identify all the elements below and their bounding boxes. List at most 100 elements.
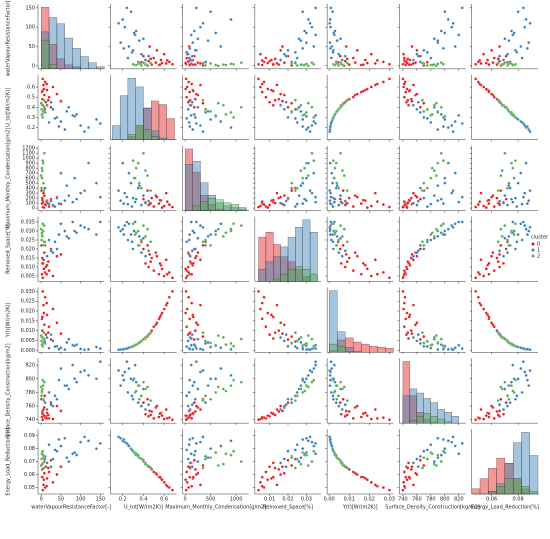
scatter-point bbox=[340, 169, 344, 173]
scatter-point bbox=[295, 107, 299, 111]
scatter-point bbox=[40, 475, 44, 479]
scatter-point bbox=[508, 401, 512, 405]
scatter-point bbox=[365, 61, 369, 65]
scatter-point bbox=[131, 344, 135, 348]
scatter-point bbox=[446, 161, 450, 165]
histogram-bar bbox=[329, 343, 338, 353]
scatter-point bbox=[299, 109, 303, 113]
scatter-point bbox=[40, 89, 44, 93]
y-tick-label: 0.6 bbox=[27, 85, 35, 91]
scatter-point bbox=[314, 347, 318, 351]
scatter-point bbox=[487, 412, 491, 416]
scatter-point bbox=[203, 339, 208, 343]
x-tick-label: 800 bbox=[440, 497, 450, 503]
scatter-point bbox=[381, 416, 385, 420]
scatter-point bbox=[266, 311, 270, 315]
scatter-point bbox=[436, 184, 440, 188]
scatter-point bbox=[432, 335, 436, 339]
scatter-point bbox=[491, 251, 495, 255]
histogram-bar bbox=[437, 418, 445, 424]
scatter-point bbox=[411, 201, 415, 205]
scatter-point bbox=[441, 233, 445, 237]
scatter-point bbox=[282, 52, 286, 56]
scatter-point bbox=[189, 220, 193, 224]
x-tick-label: 0.03 bbox=[384, 497, 395, 503]
scatter-point bbox=[299, 169, 303, 173]
scatter-point bbox=[260, 58, 264, 62]
scatter-point bbox=[460, 347, 464, 351]
histogram-bar bbox=[127, 77, 136, 140]
scatter-point bbox=[57, 347, 61, 351]
scatter-point bbox=[59, 99, 63, 103]
scatter-point bbox=[422, 48, 426, 52]
scatter-point bbox=[134, 63, 138, 67]
scatter-point bbox=[436, 453, 440, 457]
scatter-point bbox=[219, 44, 223, 48]
scatter-point bbox=[191, 63, 195, 67]
scatter-point bbox=[434, 463, 438, 467]
scatter-point bbox=[496, 61, 500, 65]
scatter-point bbox=[345, 399, 349, 403]
x-axis-label: Maximum_Monthly_Condensation[g/m2] bbox=[165, 505, 266, 511]
scatter-point bbox=[420, 331, 424, 335]
scatter-point bbox=[511, 200, 515, 204]
scatter-point bbox=[484, 206, 488, 210]
scatter-point bbox=[487, 315, 491, 319]
histogram-bar bbox=[119, 95, 129, 140]
scatter-point bbox=[528, 189, 532, 193]
scatter-point bbox=[361, 261, 365, 265]
scatter-point bbox=[331, 181, 335, 185]
scatter-point bbox=[229, 341, 233, 345]
scatter-point bbox=[42, 380, 46, 384]
scatter-point bbox=[410, 99, 414, 103]
scatter-point bbox=[523, 370, 527, 374]
scatter-point bbox=[503, 151, 507, 155]
scatter-point bbox=[418, 243, 422, 247]
scatter-point bbox=[441, 222, 445, 226]
scatter-point bbox=[513, 378, 517, 382]
scatter-point bbox=[299, 39, 303, 43]
scatter-point bbox=[487, 261, 491, 265]
y-tick-label: 0.07 bbox=[24, 459, 35, 465]
y-tick-label: 0.005 bbox=[21, 274, 35, 280]
scatter-point bbox=[407, 63, 411, 67]
scatter-point bbox=[520, 238, 524, 242]
scatter-point bbox=[401, 62, 405, 66]
scatter-point bbox=[187, 238, 191, 242]
scatter-point bbox=[143, 201, 148, 205]
scatter-point bbox=[125, 220, 129, 224]
scatter-point bbox=[134, 343, 138, 347]
scatter-point bbox=[439, 343, 443, 347]
scatter-point bbox=[51, 339, 55, 343]
scatter-point bbox=[257, 418, 261, 422]
scatter-point bbox=[331, 397, 335, 401]
scatter-point bbox=[125, 195, 129, 199]
scatter-point bbox=[409, 329, 413, 333]
scatter-point bbox=[42, 471, 46, 475]
scatter-point bbox=[337, 394, 341, 398]
scatter-point bbox=[191, 475, 195, 479]
scatter-point bbox=[347, 256, 351, 260]
scatter-point bbox=[164, 258, 168, 262]
scatter-point bbox=[273, 466, 277, 470]
scatter-point bbox=[363, 58, 367, 62]
scatter-point bbox=[402, 58, 406, 62]
scatter-point bbox=[51, 107, 55, 111]
scatter-point bbox=[148, 252, 152, 256]
scatter-point bbox=[499, 189, 503, 193]
scatter-point bbox=[190, 301, 194, 305]
scatter-point bbox=[492, 416, 496, 420]
scatter-point bbox=[365, 206, 369, 210]
scatter-point bbox=[214, 31, 218, 35]
scatter-point bbox=[516, 10, 520, 14]
scatter-point bbox=[139, 63, 143, 67]
x-axis-label: Y(t)[W/(m2K)] bbox=[342, 505, 378, 511]
scatter-point bbox=[479, 61, 483, 65]
x-tick-label: 0.01 bbox=[264, 497, 275, 503]
scatter-point bbox=[266, 414, 270, 418]
scatter-point bbox=[167, 270, 171, 274]
scatter-point bbox=[42, 323, 46, 327]
scatter-point bbox=[150, 196, 154, 200]
scatter-point bbox=[331, 378, 335, 382]
scatter-point bbox=[194, 6, 198, 10]
